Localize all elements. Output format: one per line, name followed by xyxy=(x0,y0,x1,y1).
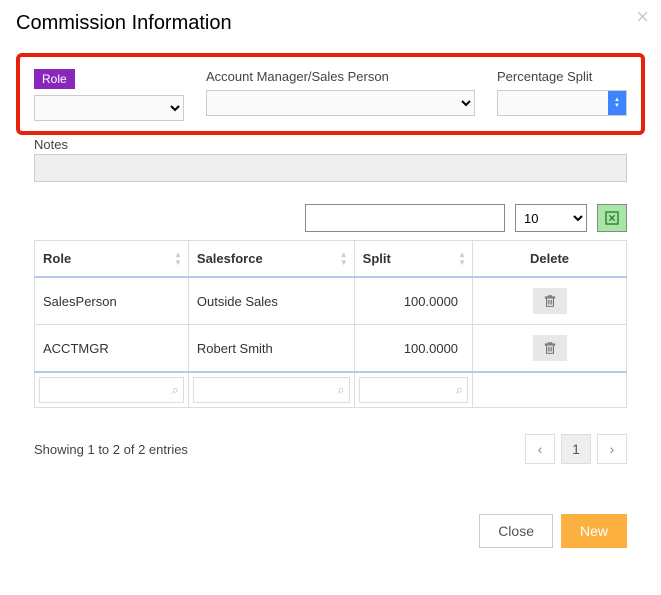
notes-input[interactable] xyxy=(34,154,627,182)
pagination: ‹ 1 › xyxy=(525,434,627,464)
notes-label: Notes xyxy=(34,137,68,152)
trash-icon xyxy=(543,294,557,308)
table-search-input[interactable] xyxy=(305,204,505,232)
search-icon: ⌕ xyxy=(172,382,179,398)
cell-salesforce: Robert Smith xyxy=(188,325,354,373)
filter-role[interactable]: ⌕ xyxy=(39,377,184,403)
close-icon[interactable]: × xyxy=(636,4,649,30)
delete-row-button[interactable] xyxy=(533,335,567,361)
commission-table: Role ▲▼ Salesforce ▲▼ Split ▲▼ Delete Sa… xyxy=(34,240,627,408)
table-row: ACCTMGR Robert Smith 100.0000 xyxy=(35,325,627,373)
entries-summary: Showing 1 to 2 of 2 entries xyxy=(34,442,188,457)
role-label-badge: Role xyxy=(34,69,75,89)
column-header-role[interactable]: Role ▲▼ xyxy=(35,241,189,278)
cell-split: 100.0000 xyxy=(354,277,472,325)
cell-role: SalesPerson xyxy=(35,277,189,325)
modal-title: Commission Information xyxy=(16,12,645,35)
table-row: SalesPerson Outside Sales 100.0000 xyxy=(35,277,627,325)
sort-icon: ▲▼ xyxy=(340,251,348,267)
trash-icon xyxy=(543,341,557,355)
filter-split-input[interactable] xyxy=(364,382,456,398)
column-header-delete: Delete xyxy=(473,241,627,278)
column-header-salesforce[interactable]: Salesforce ▲▼ xyxy=(188,241,354,278)
export-excel-button[interactable] xyxy=(597,204,627,232)
pager-prev-button[interactable]: ‹ xyxy=(525,434,555,464)
column-header-split[interactable]: Split ▲▼ xyxy=(354,241,472,278)
percentage-split-label: Percentage Split xyxy=(497,69,627,84)
spinner-buttons[interactable]: ▲ ▼ xyxy=(608,91,626,115)
percentage-split-input[interactable]: ▲ ▼ xyxy=(497,90,627,116)
account-manager-label: Account Manager/Sales Person xyxy=(206,69,475,84)
delete-row-button[interactable] xyxy=(533,288,567,314)
pager-next-button[interactable]: › xyxy=(597,434,627,464)
close-button[interactable]: Close xyxy=(479,514,553,548)
filter-split[interactable]: ⌕ xyxy=(359,377,468,403)
cell-salesforce: Outside Sales xyxy=(188,277,354,325)
form-highlight-region: Role Account Manager/Sales Person Percen… xyxy=(16,53,645,135)
sort-icon: ▲▼ xyxy=(174,251,182,267)
search-icon: ⌕ xyxy=(337,382,344,398)
new-button[interactable]: New xyxy=(561,514,627,548)
search-icon: ⌕ xyxy=(456,382,463,398)
sort-icon: ▲▼ xyxy=(458,251,466,267)
excel-icon xyxy=(604,210,620,226)
account-manager-select[interactable] xyxy=(206,90,475,116)
cell-split: 100.0000 xyxy=(354,325,472,373)
filter-salesforce-input[interactable] xyxy=(198,382,337,398)
filter-role-input[interactable] xyxy=(44,382,172,398)
column-filter-row: ⌕ ⌕ ⌕ xyxy=(35,372,627,408)
role-select[interactable] xyxy=(34,95,184,121)
filter-salesforce[interactable]: ⌕ xyxy=(193,377,350,403)
pager-page-1[interactable]: 1 xyxy=(561,434,591,464)
page-size-select[interactable]: 10 xyxy=(515,204,587,232)
spinner-down-icon[interactable]: ▼ xyxy=(614,103,620,109)
percentage-split-field[interactable] xyxy=(498,91,608,115)
cell-role: ACCTMGR xyxy=(35,325,189,373)
